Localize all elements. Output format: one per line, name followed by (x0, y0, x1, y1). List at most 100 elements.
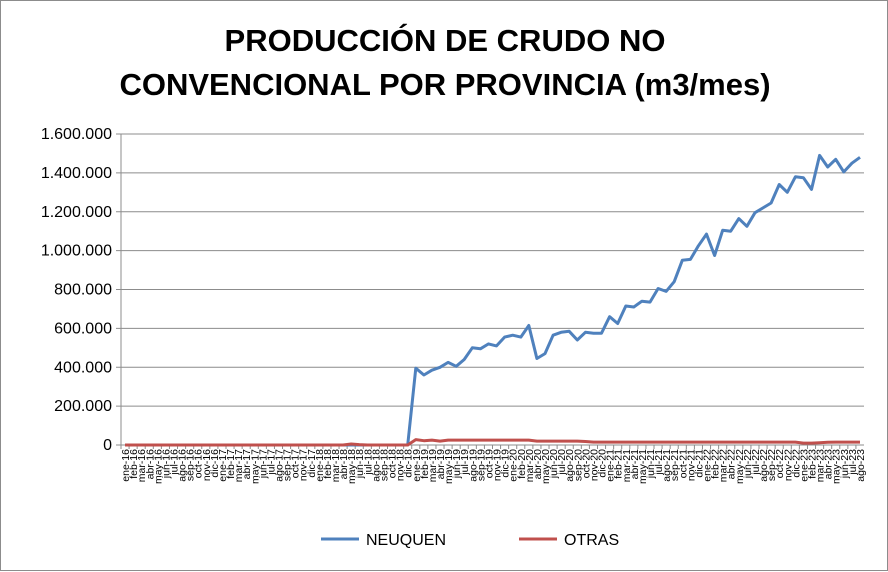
x-tick-label: may-18 (346, 449, 358, 484)
x-tick-label: sep-22 (766, 449, 778, 481)
x-tick-label: oct-21 (677, 449, 689, 478)
x-tick-label: nov-22 (782, 449, 794, 481)
y-tick-label: 0 (103, 437, 112, 454)
x-tick-label: mar-16 (136, 449, 148, 482)
chart-title: PRODUCCIÓN DE CRUDO NO CONVENCIONAL POR … (1, 19, 888, 107)
x-tick-label: jun-18 (354, 449, 366, 479)
x-tick-label: may-21 (637, 449, 649, 484)
x-tick-label: may-20 (540, 449, 552, 484)
x-tick-label: dic-19 (500, 449, 512, 478)
x-tick-label: jun-23 (839, 449, 851, 479)
x-tick-label: ene-21 (605, 449, 617, 482)
x-tick-label: ago-19 (467, 449, 479, 482)
x-tick-label: feb-19 (419, 449, 431, 479)
x-tick-label: dic-16 (209, 449, 221, 478)
y-tick-label: 600.000 (54, 320, 112, 337)
x-tick-label: dic-20 (597, 449, 609, 478)
x-tick-label: abr-20 (532, 449, 544, 480)
x-tick-label: jul-22 (750, 449, 762, 476)
y-tick-label: 1.200.000 (41, 204, 112, 221)
x-tick-label: feb-21 (613, 449, 625, 479)
x-tick-label: ene-22 (702, 449, 714, 482)
y-tick-label: 800.000 (54, 282, 112, 299)
x-tick-label: ago-22 (758, 449, 770, 482)
x-tick-label: feb-20 (516, 449, 528, 479)
x-tick-label: ago-23 (855, 449, 867, 482)
x-tick-label: feb-18 (322, 449, 334, 479)
x-tick-label: feb-22 (710, 449, 722, 479)
x-tick-label: jul-16 (168, 449, 180, 476)
x-tick-label: jul-21 (653, 449, 665, 476)
series-line-neuquen (125, 153, 861, 447)
x-tick-label: abr-18 (338, 449, 350, 480)
x-tick-label: ene-20 (508, 449, 520, 482)
x-tick-label: may-19 (443, 449, 455, 484)
x-tick-label: mar-18 (330, 449, 342, 482)
x-tick-label: feb-23 (807, 449, 819, 479)
chart-title-line-1: PRODUCCIÓN DE CRUDO NO (224, 23, 666, 58)
x-tick-label: oct-18 (387, 449, 399, 478)
y-tick-label: 200.000 (54, 398, 112, 415)
series-line-otras (125, 438, 860, 447)
x-tick-label: abr-23 (823, 449, 835, 480)
chart-title-line-2: CONVENCIONAL POR PROVINCIA (m3/mes) (119, 67, 771, 102)
x-tick-label: jul-17 (265, 449, 277, 476)
x-tick-label: ene-18 (314, 449, 326, 482)
x-tick-label: jun-20 (548, 449, 560, 479)
x-tick-label: jun-22 (742, 449, 754, 479)
x-tick-label: jun-16 (160, 449, 172, 479)
x-tick-label: ene-19 (411, 449, 423, 482)
x-tick-label: ene-17 (217, 449, 229, 482)
x-tick-label: dic-18 (403, 449, 415, 478)
x-tick-label: ago-20 (564, 449, 576, 482)
x-tick-label: abr-16 (144, 449, 156, 480)
x-tick-label: mar-20 (524, 449, 536, 482)
x-tick-label: mar-17 (233, 449, 245, 482)
x-tick-label: oct-22 (774, 449, 786, 478)
x-tick-label: ago-21 (661, 449, 673, 482)
x-tick-label: jun-19 (451, 449, 463, 479)
x-tick-label: dic-21 (693, 449, 705, 478)
x-tick-label: ene-23 (798, 449, 810, 482)
y-tick-label: 1.600.000 (41, 126, 112, 143)
x-tick-label: jul-19 (459, 449, 471, 476)
x-tick-label: oct-16 (193, 449, 205, 478)
x-tick-label: sep-17 (282, 449, 294, 481)
x-tick-label: mar-22 (718, 449, 730, 482)
x-tick-label: abr-21 (629, 449, 641, 480)
x-tick-label: nov-18 (395, 449, 407, 481)
x-tick-label: oct-20 (580, 449, 592, 478)
x-tick-label: nov-19 (492, 449, 504, 481)
x-tick-label: jun-21 (645, 449, 657, 479)
x-tick-label: may-16 (152, 449, 164, 484)
x-tick-label: may-17 (249, 449, 261, 484)
x-tick-label: dic-22 (790, 449, 802, 478)
x-tick-label: sep-20 (572, 449, 584, 481)
x-tick-label: jul-23 (847, 449, 859, 476)
y-tick-label: 400.000 (54, 359, 112, 376)
x-tick-label: may-23 (831, 449, 843, 484)
x-tick-label: may-22 (734, 449, 746, 484)
x-tick-label: nov-17 (298, 449, 310, 481)
x-tick-label: abr-22 (726, 449, 738, 480)
y-tick-label: 1.000.000 (41, 243, 112, 260)
x-tick-label: jun-17 (257, 449, 269, 479)
x-tick-label: mar-21 (621, 449, 633, 482)
x-tick-label: mar-19 (427, 449, 439, 482)
x-tick-label: feb-17 (225, 449, 237, 479)
x-tick-label: nov-21 (685, 449, 697, 481)
x-tick-label: abr-19 (435, 449, 447, 480)
y-tick-label: 1.400.000 (41, 165, 112, 182)
x-tick-label: ago-16 (177, 449, 189, 482)
x-tick-label: jul-18 (362, 449, 374, 476)
x-tick-label: sep-21 (669, 449, 681, 481)
x-tick-label: ene-16 (120, 449, 132, 482)
x-tick-label: feb-16 (128, 449, 140, 479)
x-tick-label: nov-20 (588, 449, 600, 481)
x-tick-label: dic-17 (306, 449, 318, 478)
x-tick-label: ago-18 (370, 449, 382, 482)
x-tick-label: sep-16 (185, 449, 197, 481)
legend-label-otras: OTRAS (564, 532, 619, 549)
x-tick-label: sep-18 (378, 449, 390, 481)
